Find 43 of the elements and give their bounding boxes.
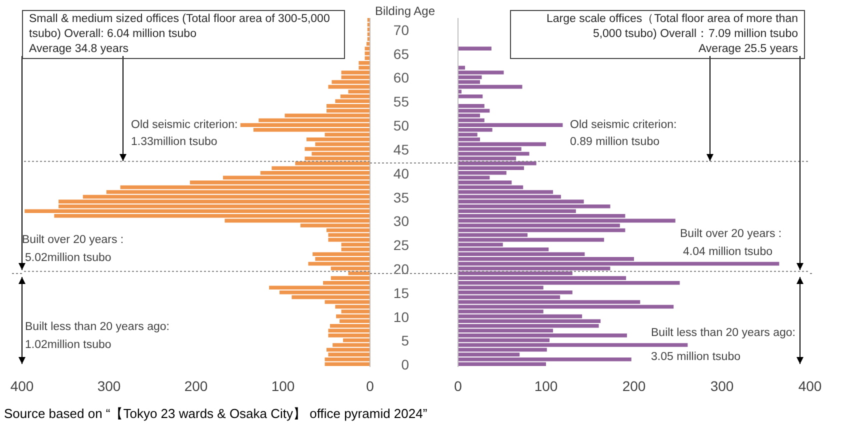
y-axis-title: Bilding Age (374, 4, 436, 18)
x-tick-label: 300 (97, 378, 121, 394)
annotation: 5.02million tsubo (25, 251, 112, 265)
y-tick-label: 25 (393, 237, 410, 254)
y-tick-label: 65 (393, 46, 410, 62)
annotation: Old seismic criterion: (570, 118, 677, 132)
annotation: 0.89 million tsubo (570, 135, 660, 149)
annotation: Built over 20 years : (22, 233, 124, 247)
y-tick-label: 40 (393, 165, 410, 182)
y-tick-label: 0 (401, 356, 410, 373)
x-tick-label: 100 (271, 378, 295, 394)
annotation: 1.02million tsubo (25, 338, 112, 352)
x-tick-label: 200 (184, 378, 208, 394)
x-tick-label: 400 (10, 378, 34, 394)
annotation: Built less than 20 years ago: (651, 326, 796, 340)
text-box: Small & medium sized offices (Total floor area of 300-5,000 tsubo) Overall: 6.04 million tsubo Average 34.8 years (22, 10, 345, 59)
y-tick-label: 10 (393, 308, 410, 325)
y-tick-label: 60 (393, 70, 410, 86)
bar (458, 46, 492, 50)
x-tick-label: 0 (366, 378, 374, 394)
x-tick-label: 300 (710, 378, 734, 394)
y-tick-label: 15 (393, 284, 410, 301)
annotation: Old seismic criterion: (131, 118, 238, 132)
x-tick-label: 200 (622, 378, 646, 394)
y-tick-label: 35 (393, 189, 410, 206)
chart-title: Large scale offices（Total floor area of more than 5,000 tsubo) Overall：7.09 million tsubo (545, 12, 798, 42)
annotation: 4.04 million tsubo (683, 245, 772, 259)
x-tick-label: 100 (534, 378, 558, 394)
annotation: 1.33million tsubo (131, 135, 218, 149)
y-tick-label: 70 (393, 22, 410, 38)
chart-title: Small & medium sized offices (Total floor area of 300-5,000 tsubo) Overall: 6.04 million tsubo (29, 12, 331, 42)
source-note: Source based on “【Tokyo 23 wards & Osaka City】 office pyramid 2024” (4, 406, 428, 421)
annotation: Built less than 20 years ago: (25, 320, 170, 334)
y-tick-label: 45 (393, 141, 410, 158)
y-tick-label: 5 (401, 332, 410, 349)
x-tick-label: 0 (454, 378, 462, 394)
y-tick-label: 55 (393, 94, 410, 110)
y-tick-label: 30 (393, 213, 410, 230)
annotation: Built over 20 years : (680, 227, 782, 241)
annotation: 3.05 million tsubo (651, 350, 740, 364)
y-tick-label: 50 (393, 118, 410, 134)
x-tick-label: 400 (798, 378, 822, 394)
text-box: Large scale offices（Total floor area of more than 5,000 tsubo) Overall：7.09 million tsubo Average 25.5 years (510, 10, 805, 59)
